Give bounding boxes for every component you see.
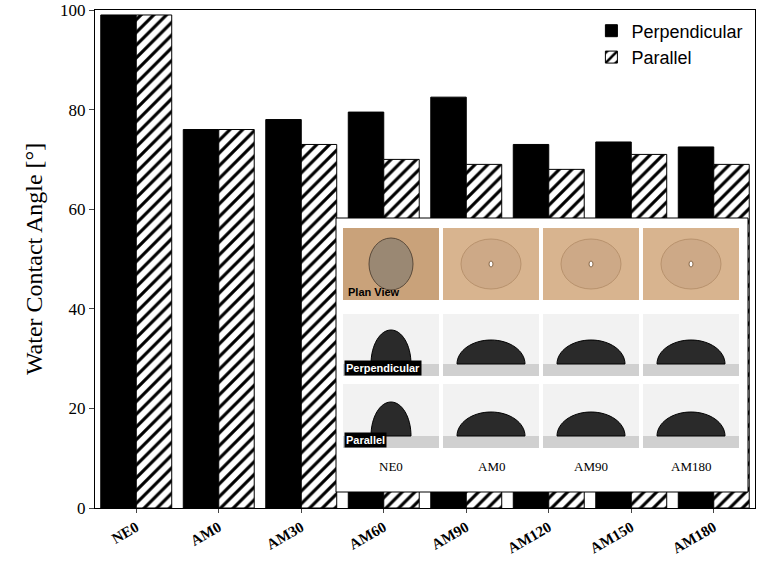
svg-text:AM180: AM180 (670, 519, 719, 557)
svg-text:AM0: AM0 (478, 459, 505, 474)
svg-text:AM150: AM150 (587, 519, 636, 557)
svg-text:Plan View: Plan View (348, 286, 400, 298)
svg-text:AM30: AM30 (264, 519, 307, 553)
svg-text:Perpendicular: Perpendicular (631, 22, 742, 42)
svg-text:AM90: AM90 (574, 459, 608, 474)
svg-text:40: 40 (69, 300, 86, 319)
svg-text:AM0: AM0 (188, 519, 224, 549)
svg-text:0: 0 (77, 499, 86, 518)
svg-text:60: 60 (69, 200, 86, 219)
svg-text:Water Contact Angle [°]: Water Contact Angle [°] (21, 143, 47, 375)
svg-text:AM90: AM90 (429, 519, 472, 553)
svg-text:20: 20 (69, 399, 86, 418)
svg-text:Perpendicular: Perpendicular (346, 362, 420, 374)
svg-text:Parallel: Parallel (346, 434, 385, 446)
svg-text:AM180: AM180 (671, 459, 711, 474)
svg-text:AM120: AM120 (505, 519, 554, 557)
svg-text:100: 100 (60, 1, 86, 20)
svg-text:AM60: AM60 (346, 519, 389, 553)
svg-text:80: 80 (69, 101, 86, 120)
svg-text:Parallel: Parallel (631, 48, 691, 68)
svg-text:NE0: NE0 (109, 519, 142, 547)
svg-text:NE0: NE0 (379, 459, 403, 474)
